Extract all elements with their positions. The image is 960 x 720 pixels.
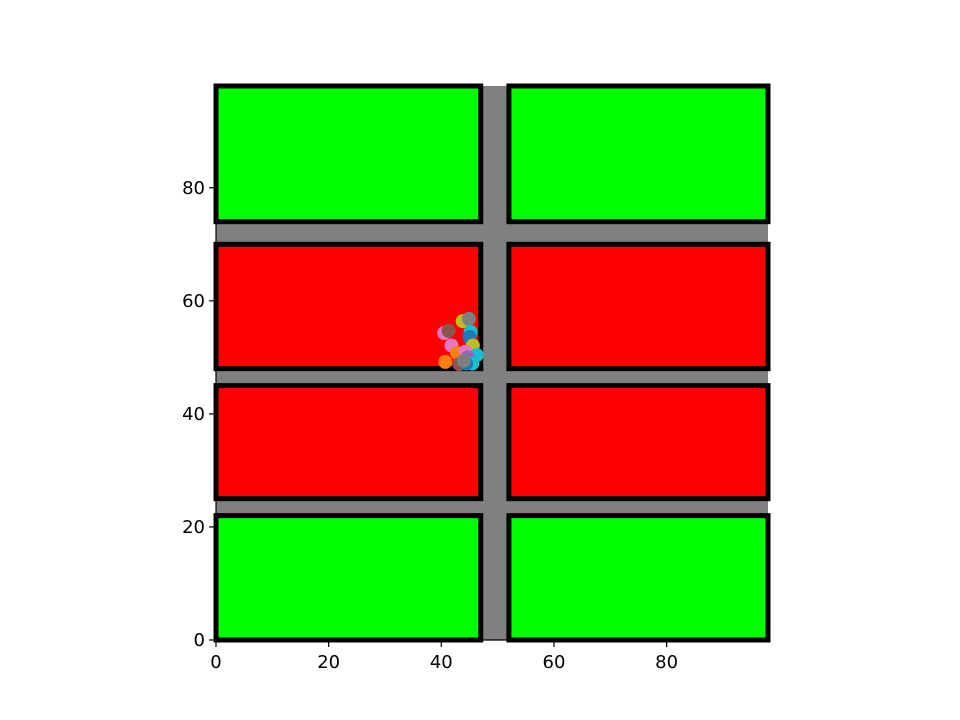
y-tick-label-3: 60 [182, 291, 205, 312]
safe-zone-1 [506, 83, 771, 225]
y-tick-label-2: 40 [182, 404, 205, 425]
x-tick-label-1: 20 [317, 652, 340, 673]
x-tick-label-4: 80 [655, 652, 678, 673]
y-tick-label-0: 0 [194, 630, 205, 651]
danger-zone-3 [506, 241, 771, 372]
safe-zone-6 [213, 513, 484, 643]
y-tick-label-1: 20 [182, 517, 205, 538]
danger-zone-2 [213, 241, 484, 372]
safe-zone-7 [506, 513, 771, 643]
scatter-point-16 [456, 353, 471, 368]
danger-zone-4 [213, 383, 484, 502]
scatter-point-12 [438, 354, 453, 369]
zones-layer [213, 83, 771, 643]
x-tick-label-2: 40 [430, 652, 453, 673]
points-layer [437, 311, 484, 372]
y-tick-label-4: 80 [182, 178, 205, 199]
danger-zone-5 [506, 383, 771, 502]
x-tick-label-3: 60 [543, 652, 566, 673]
safe-zone-0 [213, 83, 484, 225]
scatter-point-3 [461, 311, 476, 326]
scatter-point-1 [441, 323, 456, 338]
x-tick-label-0: 0 [210, 652, 221, 673]
axes-layer: 0 20 40 60 80 0 20 40 60 80 [182, 86, 768, 673]
